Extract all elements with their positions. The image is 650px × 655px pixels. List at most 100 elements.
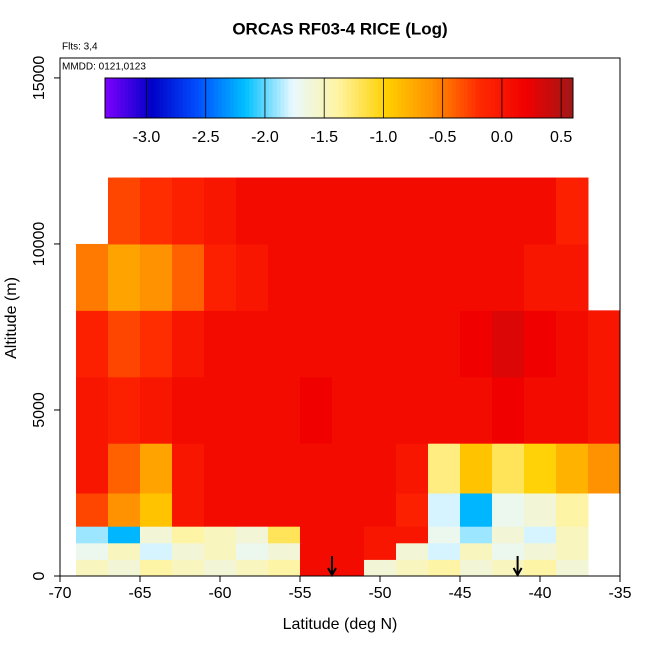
annotation: MMDD: 0121,0123 bbox=[62, 62, 146, 73]
cell bbox=[236, 492, 269, 527]
colorbar-segment bbox=[459, 78, 465, 118]
cell bbox=[300, 243, 333, 311]
colorbar-segment bbox=[331, 78, 336, 118]
cell bbox=[492, 443, 525, 494]
colorbar-segment bbox=[210, 78, 215, 118]
cell bbox=[140, 542, 173, 560]
colorbar-segment bbox=[518, 78, 523, 118]
colorbar-segment bbox=[171, 78, 176, 118]
colorbar-segment bbox=[261, 78, 266, 118]
cell bbox=[172, 376, 205, 444]
colorbar-segment bbox=[339, 78, 344, 118]
cell bbox=[524, 177, 557, 245]
cell bbox=[76, 376, 109, 444]
colorbar-segment bbox=[296, 78, 301, 118]
colorbar-segment bbox=[179, 78, 184, 118]
colorbar-segment bbox=[526, 78, 531, 118]
colorbar-segment bbox=[257, 78, 262, 118]
cell bbox=[428, 177, 461, 245]
cell bbox=[140, 559, 173, 577]
cell bbox=[396, 177, 429, 245]
cell bbox=[524, 310, 557, 378]
colorbar-segment bbox=[222, 78, 227, 118]
cell bbox=[524, 376, 557, 444]
colorbar-segment bbox=[303, 78, 309, 118]
cell bbox=[140, 376, 173, 444]
colorbar-segment bbox=[557, 78, 562, 118]
cell bbox=[108, 376, 141, 444]
cell bbox=[460, 177, 493, 245]
colorbar-segment bbox=[428, 78, 434, 118]
colorbar-segment bbox=[413, 78, 418, 118]
colorbar-segment bbox=[385, 78, 391, 118]
colorbar-segment bbox=[128, 78, 133, 118]
colorbar-segment bbox=[233, 78, 239, 118]
colorbar-segment bbox=[167, 78, 172, 118]
cell bbox=[76, 243, 109, 311]
cell bbox=[460, 492, 493, 527]
cell bbox=[172, 492, 205, 527]
colorbar-segment bbox=[159, 78, 164, 118]
cell bbox=[428, 492, 461, 527]
cell bbox=[556, 443, 589, 494]
colorbar-segment bbox=[537, 78, 543, 118]
x-tick-label: -60 bbox=[208, 585, 231, 602]
colorbar-segment bbox=[409, 78, 414, 118]
colorbar-segment bbox=[214, 78, 219, 118]
colorbar-segment bbox=[155, 78, 161, 118]
colorbar-segment bbox=[541, 78, 547, 118]
y-axis-label: Altitude (m) bbox=[3, 277, 20, 359]
colorbar-segment bbox=[424, 78, 430, 118]
cell bbox=[556, 310, 589, 378]
cell bbox=[460, 443, 493, 494]
cell bbox=[428, 443, 461, 494]
colorbar-segment bbox=[444, 78, 449, 118]
cell bbox=[268, 526, 301, 544]
cell bbox=[364, 310, 397, 378]
cell bbox=[460, 376, 493, 444]
colorbar-segment bbox=[350, 78, 356, 118]
annotation: Flts: 3,4 bbox=[62, 42, 98, 53]
colorbar-segment bbox=[268, 78, 274, 118]
cell bbox=[364, 243, 397, 311]
cell bbox=[300, 559, 333, 577]
cell bbox=[396, 310, 429, 378]
cell bbox=[108, 443, 141, 494]
colorbar-segment bbox=[401, 78, 406, 118]
cell bbox=[76, 310, 109, 378]
cell bbox=[108, 542, 141, 560]
colorbar-segment bbox=[479, 78, 484, 118]
cell bbox=[556, 559, 589, 577]
cell bbox=[204, 376, 237, 444]
cell bbox=[396, 243, 429, 311]
colorbar-segment bbox=[491, 78, 496, 118]
cell bbox=[140, 526, 173, 544]
cell bbox=[108, 177, 141, 245]
colorbar-segment bbox=[417, 78, 422, 118]
colorbar-segment bbox=[506, 78, 512, 118]
cell bbox=[428, 376, 461, 444]
cell bbox=[556, 492, 589, 527]
cell bbox=[236, 443, 269, 494]
cell bbox=[172, 243, 205, 311]
cell bbox=[492, 492, 525, 527]
colorbar-segment bbox=[420, 78, 426, 118]
cell bbox=[268, 376, 301, 444]
colorbar-segment bbox=[346, 78, 352, 118]
colorbar-segment bbox=[393, 78, 398, 118]
colorbar-segment bbox=[549, 78, 554, 118]
cell bbox=[396, 559, 429, 577]
cell bbox=[492, 243, 525, 311]
cell bbox=[140, 443, 173, 494]
cell bbox=[556, 526, 589, 544]
cell bbox=[300, 542, 333, 560]
cell bbox=[460, 542, 493, 560]
colorbar-segment bbox=[292, 78, 297, 118]
cell bbox=[428, 526, 461, 544]
cell bbox=[300, 376, 333, 444]
colorbar-segment bbox=[249, 78, 254, 118]
cell bbox=[236, 526, 269, 544]
cell bbox=[588, 310, 621, 378]
cell bbox=[524, 526, 557, 544]
